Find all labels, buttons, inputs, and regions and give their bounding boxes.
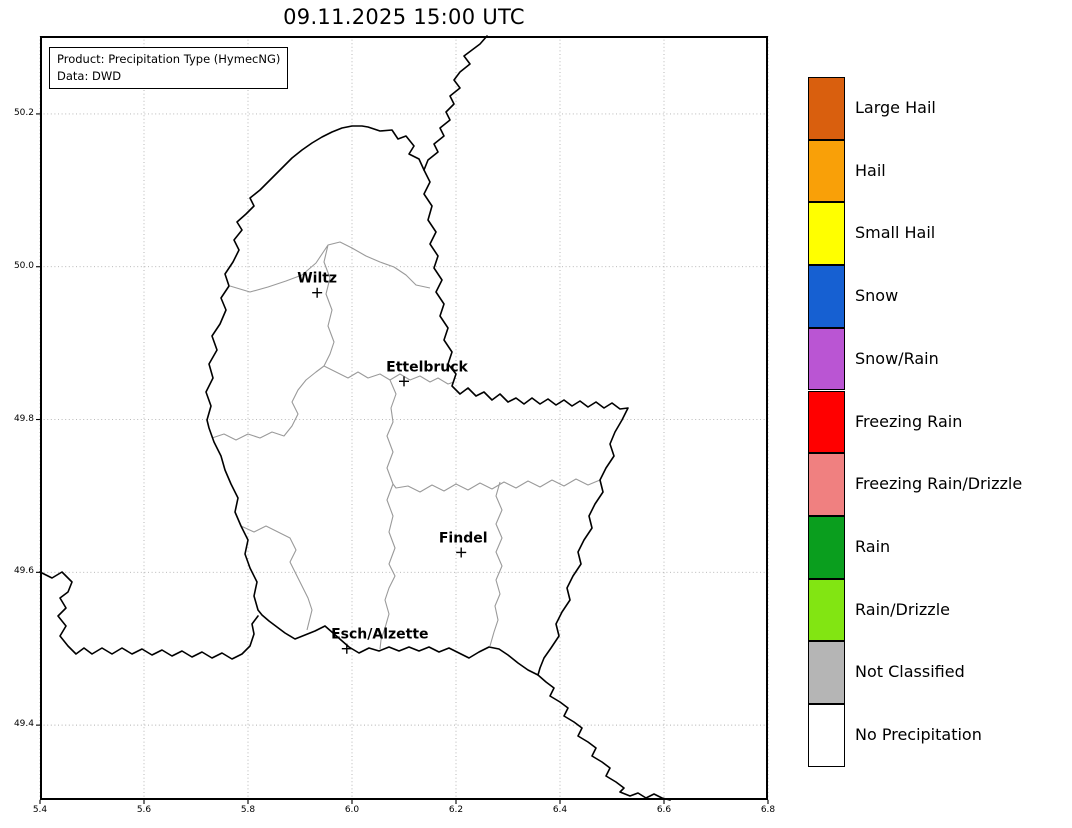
legend-label: Rain [855,536,891,556]
legend-label: Large Hail [855,98,936,117]
legend-color-swatch [808,202,845,266]
x-tick-label: 5.6 [136,805,152,815]
legend-color-swatch [808,578,845,642]
legend-label: No Precipitation [855,725,982,744]
legend-item: Hail [808,139,1068,203]
product-line: Product: Precipitation Type (HymecNG) [57,52,281,66]
x-tick-label: 5.4 [32,805,48,815]
legend-color-swatch [808,327,845,391]
legend-item: Snow/Rain [808,327,1068,391]
grid-layer [39,36,769,800]
map-canvas: Wiltz Ettelbruck Findel Esch/Alzette [36,35,769,804]
legend-color-swatch [808,515,845,579]
city-marker-plus-icon [456,547,467,558]
city-layer: Wiltz Ettelbruck Findel Esch/Alzette [297,271,488,654]
x-tick-label: 5.8 [240,805,256,815]
x-tick-label: 6.8 [760,805,776,815]
border-layer [39,35,671,801]
legend-label: Snow/Rain [855,348,939,368]
legend-item: No Precipitation [808,704,1068,767]
plot-frame [40,36,768,800]
city-marker-plus-icon [312,287,323,298]
x-tick-label: 6.6 [656,805,672,815]
legend-item: Not Classified [808,641,1068,704]
legend-color-swatch [808,641,845,704]
x-tick-label: 6.4 [552,805,568,815]
legend-item: Snow [808,265,1068,328]
legend-label: Small Hail [855,223,936,243]
y-tick-label: 49.6 [13,566,34,577]
city-marker-plus-icon [399,376,409,387]
legend-item: Rain/Drizzle [808,578,1068,642]
city-label: Findel [439,530,488,546]
city-label: Ettelbruck [386,359,468,375]
product-info-box: Product: Precipitation Type (HymecNG) Da… [49,47,289,90]
figure-title: 09.11.2025 15:00 UTC [283,5,525,29]
y-tick-label: 49.8 [13,413,34,424]
legend-color-swatch [808,390,845,454]
legend-item: Large Hail [808,77,1068,140]
y-tick-label: 49.4 [13,719,34,730]
legend-label: Freezing Rain/Drizzle [855,474,1023,494]
tick-mark-layer [36,113,769,804]
x-tick-label: 6.2 [448,805,464,815]
legend-label: Rain/Drizzle [855,599,950,619]
legend-label: Snow [855,286,899,306]
city-label: Esch/Alzette [331,627,428,643]
legend-color-swatch [808,265,845,328]
legend-color-swatch [808,453,845,516]
legend-item: Small Hail [808,202,1068,266]
map-plot: Wiltz Ettelbruck Findel Esch/Alzette Produc… [36,35,769,804]
legend-item: Freezing Rain [808,390,1068,454]
y-tick-label: 50.2 [13,107,34,118]
city-marker-plus-icon [341,643,352,654]
legend-color-swatch [808,704,845,767]
legend-item: Freezing Rain/Drizzle [808,453,1068,516]
legend-label: Not Classified [855,662,965,682]
y-tick-label: 50.0 [13,260,34,271]
luxembourg-border [205,125,629,676]
legend-label: Hail [855,160,886,180]
legend-label: Freezing Rain [855,411,963,431]
legend-color-swatch [808,139,845,203]
data-source-line: Data: DWD [57,68,122,83]
neighbor-country-borders [39,35,671,801]
canton-borders [211,241,601,650]
legend-color-swatch [808,77,845,140]
x-tick-label: 6.0 [344,805,360,815]
city-label: Wiltz [297,271,337,287]
legend-item: Rain [808,515,1068,579]
